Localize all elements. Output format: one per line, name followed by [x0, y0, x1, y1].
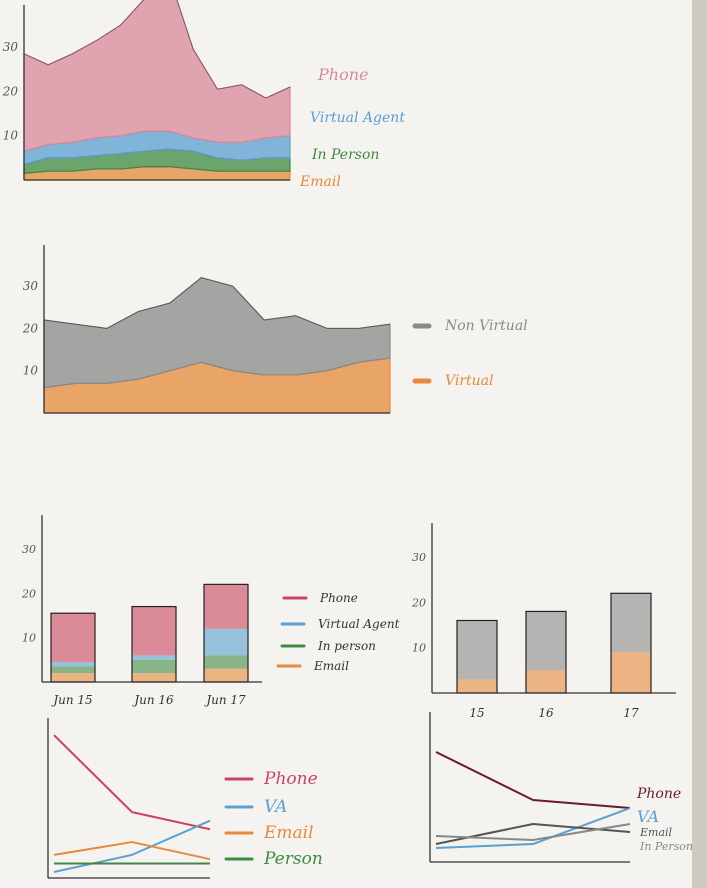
bar-segment-email — [132, 673, 176, 682]
bar-segment-non-virtual — [457, 620, 497, 680]
x-tick-label: Jun 17 — [203, 693, 246, 707]
series-line-in-person — [435, 823, 631, 841]
legend-label-email: Email — [639, 826, 673, 839]
series-line-phone — [435, 751, 631, 809]
area-chart-2 — [43, 245, 432, 414]
bar-segment-phone — [51, 613, 95, 663]
bar-segment-virtual-agent — [132, 655, 176, 660]
legend-label-phone: Phone — [319, 591, 358, 605]
y-tick-label: 10 — [22, 632, 36, 645]
x-tick-label: 16 — [538, 706, 554, 720]
series-line-va — [53, 819, 211, 873]
legend-label-email: Email — [263, 823, 314, 843]
y-tick-label: 30 — [3, 40, 19, 54]
legend-label-virtual-agent: Virtual Agent — [318, 617, 400, 631]
line-chart-6 — [429, 712, 631, 863]
area-top-line-non-virtual — [43, 277, 391, 329]
y-tick-label: 30 — [23, 279, 39, 293]
area-chart-1 — [23, 0, 291, 181]
bar-segment-email — [51, 673, 95, 682]
x-tick-label: Jun 15 — [50, 693, 92, 707]
bar-segment-virtual — [457, 679, 497, 693]
bar-chart-3 — [41, 515, 308, 683]
legend-label-phone: Phone — [263, 769, 318, 789]
y-tick-label: 30 — [412, 551, 426, 564]
x-tick-label: Jun 16 — [131, 693, 174, 707]
legend-label-in-person: In person — [317, 639, 376, 653]
y-tick-label: 30 — [22, 543, 36, 556]
bar-segment-virtual — [611, 652, 651, 693]
bar-segment-virtual-agent — [51, 662, 95, 667]
legend-label-email: Email — [313, 659, 349, 673]
area-band-phone — [23, 0, 291, 153]
legend-label-phone: Phone — [636, 786, 681, 802]
legend-label-phone: Phone — [317, 65, 368, 84]
bar-segment-virtual-agent — [204, 628, 248, 656]
y-tick-label: 20 — [411, 596, 426, 609]
legend-label-virtual-agent: Virtual Agent — [310, 110, 405, 126]
area-top-line-phone — [23, 0, 291, 99]
y-tick-label: 20 — [21, 587, 36, 600]
y-tick-label: 10 — [23, 364, 39, 378]
legend-label-non-virtual: Non Virtual — [444, 318, 528, 334]
bar-segment-in-person — [132, 659, 176, 674]
bar-segment-in-person — [204, 655, 248, 669]
y-tick-label: 10 — [3, 129, 19, 143]
series-line-phone — [53, 734, 211, 831]
bar-segment-email — [204, 668, 248, 682]
series-line-email — [435, 823, 631, 845]
legend-label-virtual: Virtual — [445, 373, 494, 389]
bar-segment-phone — [132, 606, 176, 656]
legend-label-person: Person — [263, 849, 323, 869]
line-chart-5 — [47, 718, 254, 879]
y-tick-label: 20 — [2, 84, 19, 98]
legend-label-in-person: In Person — [311, 147, 379, 163]
series-line-va — [435, 807, 631, 849]
bar-chart-4 — [431, 523, 676, 694]
bar-segment-in-person — [51, 666, 95, 674]
series-line-email — [53, 841, 211, 861]
legend-label-email: Email — [299, 174, 341, 190]
legend-label-in-person: In Person — [639, 840, 693, 853]
y-tick-label: 20 — [22, 321, 39, 335]
desk-edge — [692, 0, 707, 888]
legend-label-va: VA — [637, 807, 659, 826]
x-tick-label: 15 — [469, 706, 484, 720]
bar-segment-virtual — [526, 670, 566, 693]
bar-segment-non-virtual — [611, 593, 651, 653]
bar-segment-non-virtual — [526, 611, 566, 671]
y-tick-label: 10 — [412, 642, 426, 655]
bar-segment-phone — [204, 584, 248, 629]
x-tick-label: 17 — [623, 706, 639, 720]
legend-label-va: VA — [264, 797, 287, 817]
